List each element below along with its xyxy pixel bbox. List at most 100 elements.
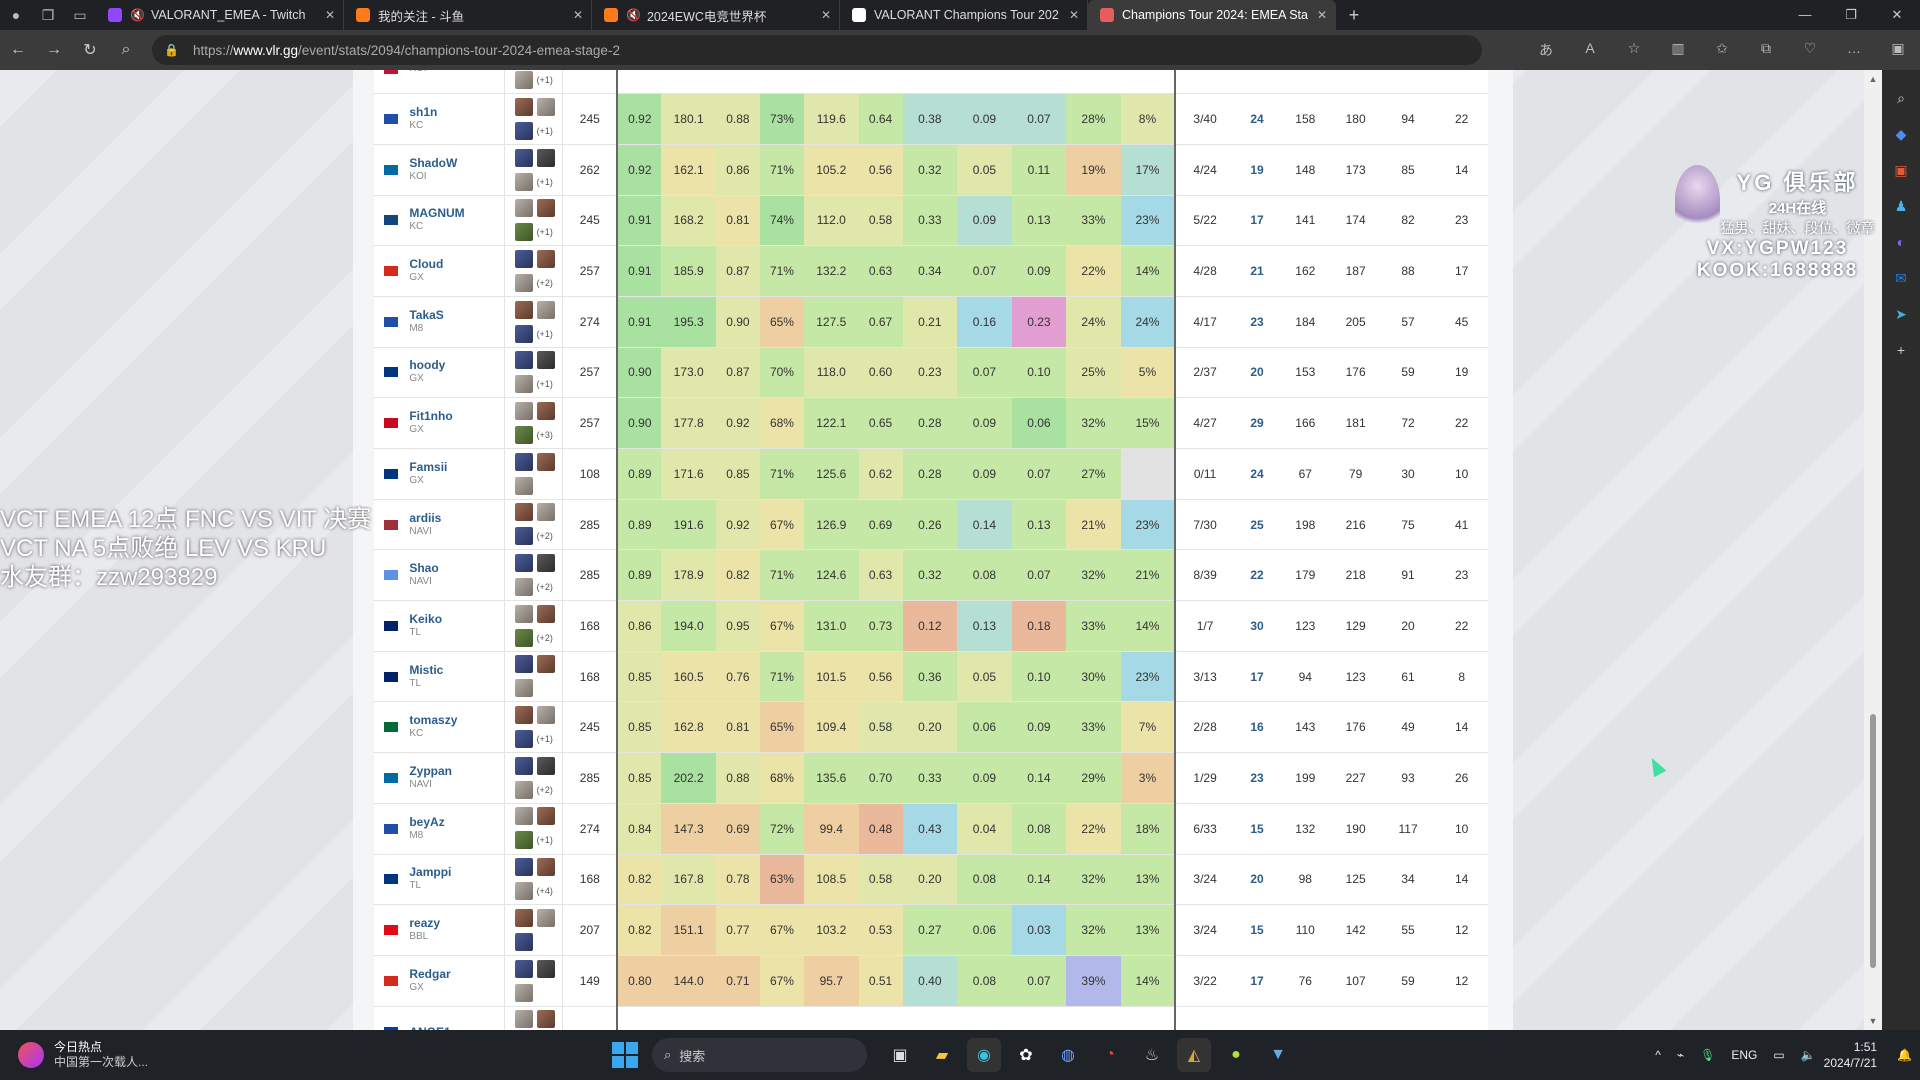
player-name[interactable]: Famsii [409,459,448,474]
player-cell[interactable]: MAGNUM KC [374,195,505,247]
player-name[interactable]: sh1n [409,105,438,120]
player-cell[interactable]: tomaszy KC [374,701,505,754]
stat-kmax[interactable]: 29 [1233,397,1281,449]
valorant-icon[interactable]: ▼ [1270,1046,1286,1063]
new-tab-button[interactable]: + [1348,4,1360,25]
sidebar-send-icon[interactable]: ➤ [1895,305,1907,322]
stat-kmax[interactable]: 30 [1233,600,1281,652]
stat-kmax[interactable]: 24 [1233,448,1281,500]
page-scrollbar[interactable]: ▲ ▼ [1864,70,1882,1030]
clock[interactable]: 1:51 2024/7/21 [1824,1039,1877,1071]
network-icon[interactable]: ⌁ [1676,1048,1685,1062]
sidebar-games-icon[interactable]: ♟ [1894,197,1908,214]
notification-icon[interactable]: 🔔 [1897,1048,1912,1062]
player-cell[interactable]: beyAz M8 [374,803,505,855]
stat-kmax[interactable]: 24 [1233,93,1281,145]
tab-close-icon[interactable]: ✕ [820,8,831,22]
player-name[interactable]: Fit1nho [409,409,453,424]
sidebar-search-icon[interactable]: ⌕ [1897,89,1905,106]
tab-muted-icon[interactable]: 🔇 [130,8,145,22]
read-aloud-icon[interactable]: A [1585,40,1595,56]
tab-actions-icon[interactable]: ▭ [73,6,87,23]
player-name[interactable]: Redgar [409,966,451,981]
collections-icon[interactable]: ❐ [41,6,55,23]
player-cell[interactable]: Famsii GX [374,448,505,500]
sidebar-shopping-icon[interactable]: ◆ [1895,125,1907,142]
windows-start-icon[interactable] [612,1042,638,1068]
close-window-icon[interactable]: ✕ [1891,7,1903,22]
player-cell[interactable]: ShadoW KOI [374,144,505,196]
stat-kmax[interactable]: 17 [1233,651,1281,703]
player-name[interactable]: MAGNUM [409,206,465,221]
stat-kmax[interactable]: 23 [1233,296,1281,348]
restore-icon[interactable]: ❐ [1845,7,1857,22]
tab-close-icon[interactable]: ✕ [324,8,335,22]
stat-kmax[interactable] [1233,70,1281,95]
player-name[interactable]: ardiis [409,510,442,525]
refresh-icon[interactable]: ↻ [83,42,97,59]
player-cell[interactable]: Zyppan NAVI [374,752,505,804]
player-cell[interactable]: KOI [374,70,505,95]
player-name[interactable]: Keiko [409,611,443,626]
browser-tab-3[interactable]: VALORANT Champions Tour 202 ✕ [840,0,1088,30]
player-name[interactable]: Zyppan [409,763,453,778]
player-name[interactable]: beyAz [409,814,445,829]
back-icon[interactable]: ← [10,41,26,58]
browser-tab-0[interactable]: 🔇 VALORANT_EMEA - Twitch ✕ [96,0,344,30]
stat-kmax[interactable]: 19 [1233,144,1281,196]
display-icon[interactable]: ▭ [1773,1048,1785,1062]
search-icon[interactable]: ⌕ [121,41,131,58]
tab-close-icon[interactable]: ✕ [572,8,583,22]
player-name[interactable]: Shao [409,561,439,576]
tab-close-icon[interactable]: ✕ [1316,8,1327,22]
stat-kmax[interactable] [1233,1006,1281,1030]
profile-icon[interactable]: ● [11,7,21,23]
translate-icon[interactable]: あ [1539,42,1553,58]
stat-kmax[interactable]: 15 [1233,803,1281,855]
scroll-down-icon[interactable]: ▼ [1868,1016,1878,1026]
stat-kmax[interactable]: 25 [1233,499,1281,551]
stat-kmax[interactable]: 16 [1233,701,1281,754]
split-screen-icon[interactable]: ▥ [1671,40,1685,56]
chrome-icon[interactable]: ◔ [1105,1046,1115,1063]
player-name[interactable]: reazy [409,916,441,931]
stat-kmax[interactable]: 20 [1233,347,1281,399]
player-cell[interactable]: ardiis NAVI [374,499,505,551]
browser-essentials-icon[interactable]: ♡ [1803,40,1817,56]
favorite-star-icon[interactable]: ☆ [1627,40,1641,56]
scrollbar-thumb[interactable] [1870,714,1876,968]
player-name[interactable]: hoody [409,358,446,373]
player-name[interactable]: tomaszy [409,713,458,728]
stat-kmax[interactable]: 22 [1233,549,1281,602]
stat-kmax[interactable]: 15 [1233,904,1281,956]
player-name[interactable]: Cloud [409,257,444,272]
stat-kmax[interactable]: 21 [1233,245,1281,297]
player-cell[interactable]: Cloud GX [374,245,505,297]
taskbar-search[interactable]: ⌕ 搜索 [652,1038,867,1072]
sidebar-tools-icon[interactable]: ▣ [1894,161,1908,178]
browser-app-icon[interactable]: ◍ [1061,1047,1075,1064]
player-cell[interactable]: TakaS M8 [374,296,505,348]
browser-tab-4[interactable]: Champions Tour 2024: EMEA Sta ✕ [1088,0,1336,30]
sidebar-toggle-icon[interactable]: ▣ [1891,40,1905,56]
more-menu-icon[interactable]: … [1847,40,1861,56]
player-name[interactable]: Jamppi [409,865,452,880]
player-cell[interactable]: Keiko TL [374,600,505,652]
player-cell[interactable]: Shao NAVI [374,549,505,602]
favorites-icon[interactable]: ✩ [1716,40,1728,56]
player-name[interactable]: ANGE1 [409,1025,450,1030]
stat-kmax[interactable]: 17 [1233,955,1281,1007]
scroll-up-icon[interactable]: ▲ [1868,74,1878,84]
wechat-icon[interactable]: ✿ [1019,1047,1033,1064]
url-input[interactable]: 🔒 https://www.vlr.gg/event/stats/2094/ch… [152,35,1482,65]
stat-kmax[interactable]: 23 [1233,752,1281,804]
player-cell[interactable]: Redgar GX [374,955,505,1007]
player-name[interactable]: TakaS [409,307,444,322]
sidebar-outlook-icon[interactable]: ✉ [1895,269,1907,286]
edge-icon[interactable]: ◉ [967,1038,1001,1072]
steam-icon[interactable]: ♨ [1144,1047,1160,1064]
tab-close-icon[interactable]: ✕ [1068,8,1079,22]
player-cell[interactable]: Fit1nho GX [374,397,505,449]
browser-tab-1[interactable]: 我的关注 - 斗鱼 ✕ [344,0,592,30]
news-widget[interactable]: 今日热点 中国第一次载人... [18,1040,148,1070]
